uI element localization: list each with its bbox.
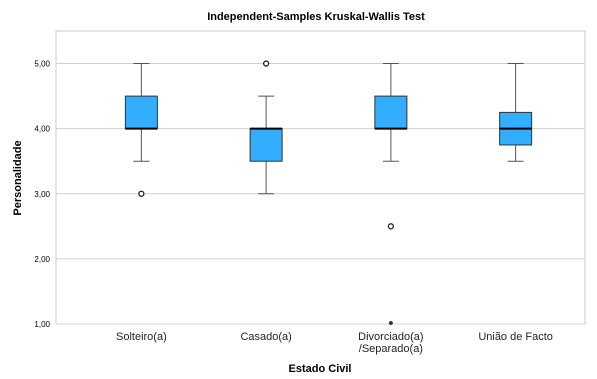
x-tick-label: Casado(a) — [240, 331, 291, 343]
plot-area-frame — [55, 30, 586, 325]
x-tick-label: Solteiro(a) — [116, 331, 167, 343]
x-tick-labels: Solteiro(a) Casado(a) Divorciado(a)/Separa… — [116, 331, 553, 355]
box — [249, 128, 283, 162]
x-tick-label: União de Facto — [478, 331, 553, 343]
y-tick-label: 1,00 — [34, 320, 50, 329]
extreme-point — [388, 320, 393, 326]
box-group — [374, 63, 408, 326]
box — [374, 95, 408, 130]
box-group — [249, 60, 283, 195]
x-tick-label-line: Divorciado(a) — [358, 331, 423, 343]
chart-title: Independent-Samples Kruskal-Wallis Test — [207, 11, 425, 23]
x-tick-label-line: /Separado(a) — [359, 343, 423, 355]
outlier-point — [262, 60, 270, 67]
box-group — [499, 63, 533, 162]
y-tick-label: 3,00 — [34, 190, 50, 199]
x-tick-label-line: Casado(a) — [240, 331, 291, 343]
outlier-point — [138, 190, 145, 197]
x-tick-label: Divorciado(a)/Separado(a) — [358, 331, 423, 355]
x-axis-title: Estado Civil — [289, 363, 352, 375]
y-tick-labels: 1,00 2,00 3,00 4,00 5,00 — [34, 60, 50, 329]
outlier-point — [387, 223, 395, 230]
y-tick-label: 2,00 — [34, 255, 50, 264]
box — [124, 95, 158, 130]
y-axis-title: Personalidade — [12, 140, 24, 215]
y-tick-label: 5,00 — [34, 60, 50, 69]
x-tick-label-line: União de Facto — [478, 331, 553, 343]
x-tick-label-line: Solteiro(a) — [116, 331, 167, 343]
y-tick-label: 4,00 — [34, 125, 50, 134]
box-group — [124, 63, 158, 197]
boxes — [124, 60, 533, 326]
